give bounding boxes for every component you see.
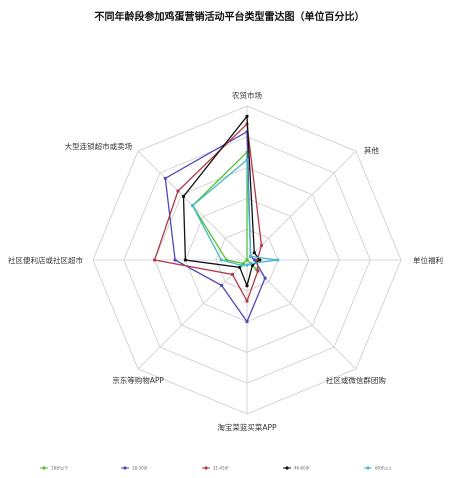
data-point <box>176 189 180 193</box>
legend-item: 46-60岁 <box>283 465 310 471</box>
axis-label: 单位福利 <box>413 255 443 265</box>
legend-marker <box>366 466 370 470</box>
legend-label: 60岁以上 <box>375 465 392 471</box>
grid-spoke <box>137 259 248 370</box>
series-4 <box>181 114 262 288</box>
data-point <box>259 243 264 248</box>
chart-title: 不同年龄段参加鸡蛋营销活动平台类型雷达图（单位百分比） <box>95 10 365 23</box>
legend-item: 31-45岁 <box>202 465 229 471</box>
radar-series <box>153 114 280 324</box>
data-point <box>181 194 186 199</box>
legend-marker <box>123 466 127 470</box>
legend-label: 46-60岁 <box>294 465 310 471</box>
legend: 18岁以下 18-30岁 31-45岁 46-60岁 60岁以上 <box>40 465 392 471</box>
series-line <box>191 158 278 267</box>
axis-label: 淘宝菜篮买菜APP <box>217 422 277 432</box>
axis-label: 其他 <box>364 145 379 155</box>
data-point <box>249 262 253 266</box>
legend-label: 18-30岁 <box>132 465 148 471</box>
legend-label: 31-45岁 <box>213 465 229 471</box>
data-point <box>191 204 195 208</box>
legend-marker <box>285 466 289 470</box>
data-point <box>256 269 260 273</box>
data-point <box>245 158 249 162</box>
series-line <box>153 122 263 303</box>
axis-label: 大型连锁超市或卖场 <box>65 141 133 151</box>
data-point <box>276 258 280 262</box>
data-point <box>219 258 223 262</box>
legend-item: 18岁以下 <box>40 465 68 471</box>
data-point <box>258 258 262 262</box>
series-5 <box>191 158 280 267</box>
data-point <box>183 258 187 262</box>
data-point <box>230 272 235 277</box>
legend-marker <box>42 466 46 470</box>
legend-item: 18-30岁 <box>121 465 148 471</box>
data-point <box>253 258 257 262</box>
data-point <box>249 254 253 258</box>
grid-spoke <box>246 150 357 261</box>
data-point <box>245 320 249 324</box>
data-point <box>245 284 249 288</box>
axis-label: 社区或微信群团购 <box>326 375 386 385</box>
data-point <box>220 283 224 287</box>
data-point <box>245 114 249 118</box>
data-point <box>163 176 167 180</box>
data-point <box>263 276 267 280</box>
legend-marker <box>204 466 208 470</box>
legend-label: 18岁以下 <box>51 465 68 471</box>
legend-item: 60岁以上 <box>364 465 392 471</box>
series-line <box>191 150 257 270</box>
data-point <box>252 251 256 255</box>
data-point <box>240 263 244 267</box>
data-point <box>173 258 177 262</box>
axis-label: 社区便利店或社区超市 <box>8 255 83 265</box>
data-point <box>245 258 249 262</box>
axis-label: 农贸市场 <box>232 90 262 100</box>
data-point <box>245 263 249 267</box>
data-point <box>153 258 157 262</box>
axis-label: 京东等购物APP <box>112 375 164 385</box>
data-point <box>245 299 249 303</box>
